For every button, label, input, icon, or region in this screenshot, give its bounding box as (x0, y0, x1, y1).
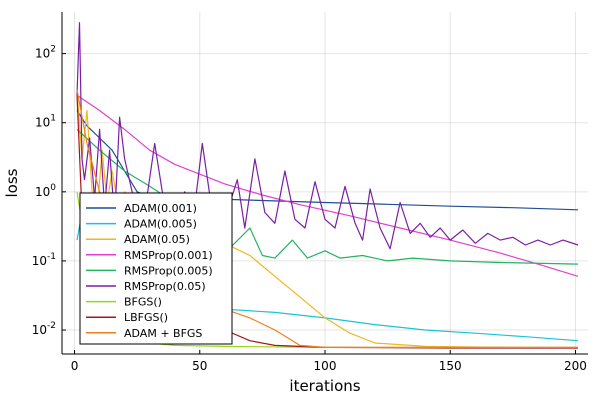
x-axis-title: iterations (289, 377, 360, 395)
legend-label: BFGS() (124, 296, 162, 309)
legend-label: RMSProp(0.05) (124, 280, 206, 293)
x-tick-label: 100 (314, 359, 337, 373)
x-tick-label: 150 (439, 359, 462, 373)
series-line-5 (76, 128, 579, 265)
legend-label: ADAM(0.001) (124, 202, 197, 215)
legend-label: ADAM + BFGS (124, 327, 202, 340)
tick-labels: 0 50 100 150 200 10-2 10-1 100 101 102 (32, 45, 587, 373)
legend-label: RMSProp(0.001) (124, 249, 213, 262)
x-tick-label: 0 (71, 359, 79, 373)
y-tick-label: 10-1 (32, 252, 56, 268)
legend: ADAM(0.001) ADAM(0.005) ADAM(0.05) RMSProp(… (79, 192, 233, 345)
y-tick-label: 102 (35, 45, 56, 61)
legend-label: ADAM(0.005) (124, 218, 197, 231)
grid-lines (62, 12, 588, 354)
series-line-4 (76, 94, 579, 277)
legend-box (79, 192, 233, 345)
legend-label: RMSProp(0.005) (124, 264, 213, 277)
y-tick-label: 10-2 (32, 321, 56, 337)
legend-label: LBFGS() (124, 311, 168, 324)
y-axis-title: loss (3, 168, 21, 197)
y-tick-label: 100 (35, 183, 56, 199)
y-tick-label: 101 (35, 114, 56, 130)
legend-label: ADAM(0.05) (124, 233, 190, 246)
x-tick-label: 200 (564, 359, 587, 373)
x-tick-label: 50 (192, 359, 207, 373)
